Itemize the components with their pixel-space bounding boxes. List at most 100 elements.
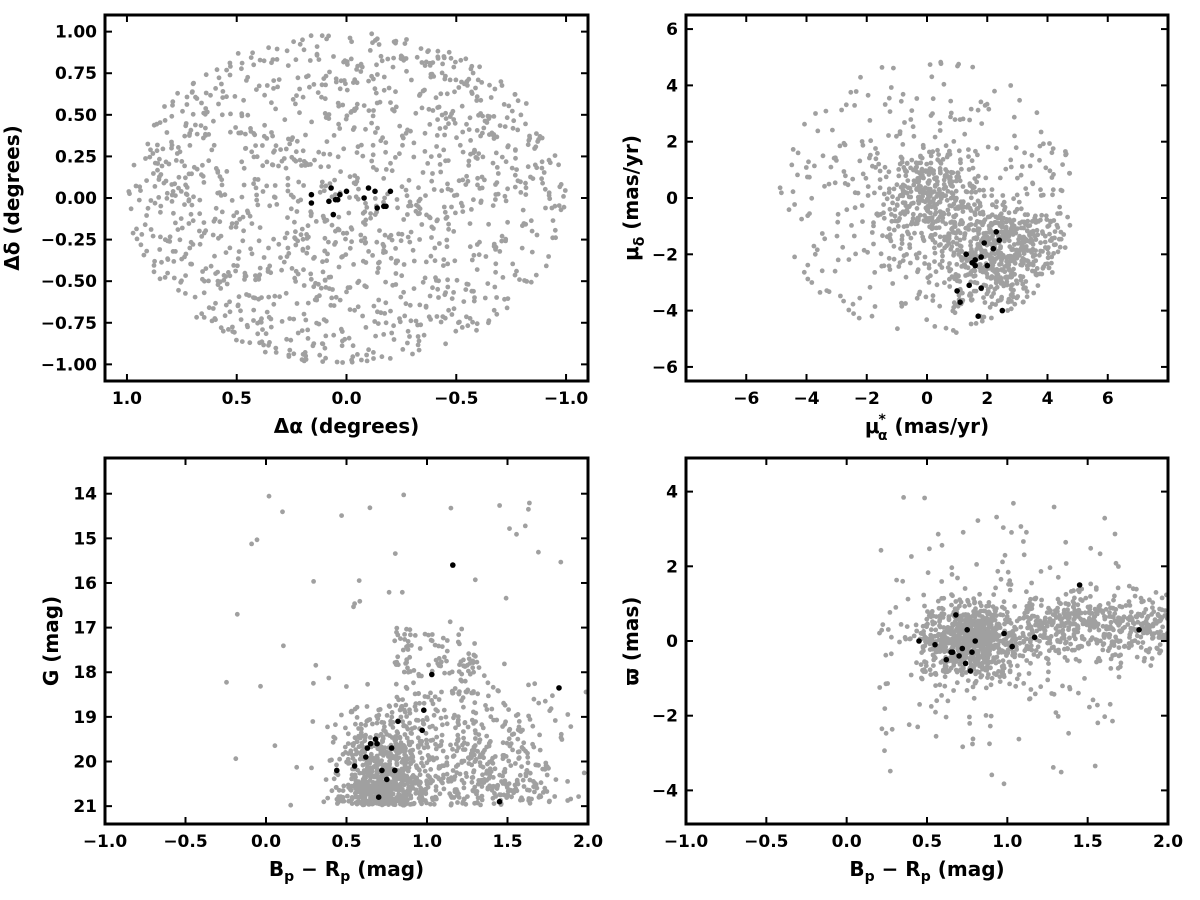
field-star-point [901,92,906,97]
member-star-point [389,745,395,751]
field-star-point [213,301,218,306]
field-star-point [1039,603,1044,608]
field-star-point [434,144,439,149]
field-star-point [428,781,433,786]
field-star-point [960,291,965,296]
field-star-point [975,281,980,286]
field-star-point [302,159,307,164]
field-star-point [989,193,994,198]
field-star-point [556,162,561,167]
field-star-point [442,787,447,792]
field-star-point [885,196,890,201]
field-star-point [528,717,533,722]
field-star-point [927,262,932,267]
field-star-point [302,283,307,288]
field-star-point [371,152,376,157]
field-star-point [159,260,164,265]
field-star-point [1038,684,1043,689]
field-star-point [990,187,995,192]
field-star-point [504,754,509,759]
field-star-point [422,701,427,706]
field-star-point [277,77,282,82]
field-star-point [936,532,941,537]
field-star-point [445,772,450,777]
field-star-point [326,240,331,245]
field-star-point [434,784,439,789]
field-star-point [992,269,997,274]
plot-frame [105,15,588,381]
field-star-point [969,195,974,200]
field-star-point [394,682,399,687]
x-axis-label-rest: (mas/yr) [887,414,989,438]
field-star-point [399,715,404,720]
field-star-point [326,34,331,39]
field-star-point [1025,294,1030,299]
field-star-point [368,48,373,53]
field-star-point [836,258,841,263]
field-star-point [943,674,948,679]
field-star-point [902,120,907,125]
field-star-point [374,91,379,96]
field-star-point [999,230,1004,235]
ticks: −1.0 −0.5 0.0 0.5 1.0 1.5 2.01415161718192021 [73,458,603,852]
field-star-point [434,756,439,761]
field-star-point [530,229,535,234]
field-star-point [249,55,254,60]
field-star-point [915,256,920,261]
field-star-point [1129,610,1134,615]
field-star-point [322,216,327,221]
field-star-point [332,242,337,247]
field-star-point [194,315,199,320]
field-star-point [416,185,421,190]
field-star-point [1088,594,1093,599]
field-stars [126,31,567,365]
field-star-point [324,258,329,263]
field-star-point [453,725,458,730]
field-star-point [152,259,157,264]
field-star-point [481,126,486,131]
field-star-point [1102,516,1107,521]
field-star-point [532,697,537,702]
field-star-point [409,230,414,235]
field-star-point [452,258,457,263]
field-star-point [418,197,423,202]
field-star-point [949,171,954,176]
field-star-point [1041,193,1046,198]
field-star-point [886,133,891,138]
field-star-point [1154,590,1159,595]
field-star-point [878,185,883,190]
field-star-point [500,234,505,239]
field-star-point [1039,130,1044,135]
member-star-point [328,185,334,191]
field-star-point [918,213,923,218]
field-star-point [490,132,495,137]
field-star-point [224,250,229,255]
field-star-point [453,60,458,65]
field-star-point [1160,625,1165,630]
field-star-point [378,138,383,143]
field-star-point [497,503,502,508]
field-star-point [815,129,820,134]
field-star-point [361,763,366,768]
field-star-point [469,751,474,756]
field-star-point [938,166,943,171]
field-star-point [413,633,418,638]
field-star-point [352,77,357,82]
field-star-point [543,699,548,704]
field-star-point [472,700,477,705]
field-star-point [383,150,388,155]
field-star-point [250,50,255,55]
field-star-point [213,317,218,322]
field-star-point [813,111,818,116]
field-star-point [406,329,411,334]
field-star-point [898,131,903,136]
field-star-point [421,280,426,285]
member-star-point [429,672,435,678]
field-star-point [488,766,493,771]
field-star-point [815,247,820,252]
field-star-point [351,604,356,609]
field-star-point [1064,152,1069,157]
field-star-point [468,244,473,249]
field-star-point [386,789,391,794]
field-star-point [1150,605,1155,610]
